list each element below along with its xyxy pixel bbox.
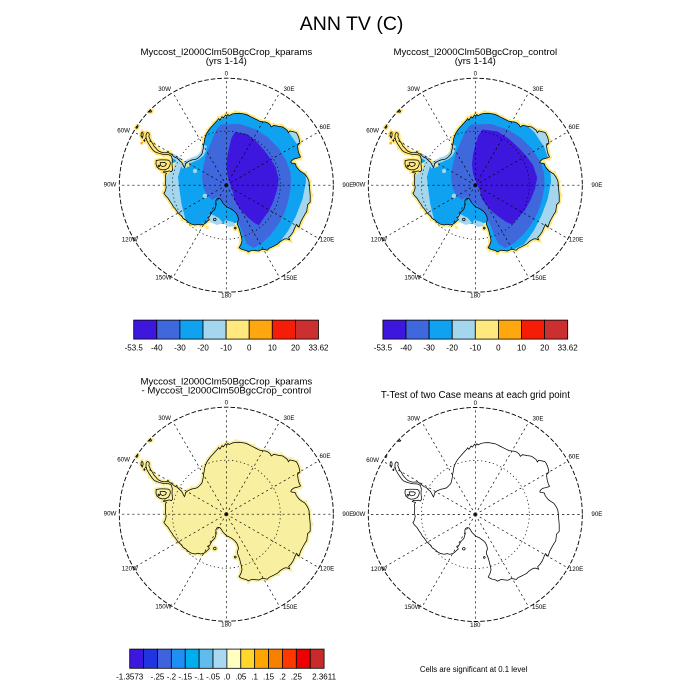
svg-text:120E: 120E <box>320 237 334 244</box>
svg-text:180: 180 <box>221 293 232 300</box>
svg-text:-40: -40 <box>400 343 412 352</box>
svg-text:33.62: 33.62 <box>558 343 579 352</box>
svg-text:180: 180 <box>221 622 232 629</box>
svg-text:30W: 30W <box>158 86 171 93</box>
svg-text:30E: 30E <box>532 86 543 93</box>
svg-text:60E: 60E <box>568 124 579 131</box>
svg-text:30E: 30E <box>283 86 294 93</box>
svg-text:10: 10 <box>268 343 277 352</box>
svg-text:60W: 60W <box>366 128 379 135</box>
svg-text:120W: 120W <box>122 566 138 573</box>
svg-text:90E: 90E <box>591 182 602 189</box>
svg-text:30W: 30W <box>407 415 420 422</box>
svg-text:-.1: -.1 <box>194 673 204 682</box>
svg-text:-30: -30 <box>174 343 186 352</box>
svg-text:0: 0 <box>496 343 501 352</box>
svg-text:90E: 90E <box>342 511 353 518</box>
svg-text:-10: -10 <box>220 343 232 352</box>
svg-text:-1.3573: -1.3573 <box>116 673 144 682</box>
svg-text:.2: .2 <box>279 673 286 682</box>
svg-text:10: 10 <box>517 343 526 352</box>
svg-text:180: 180 <box>470 622 481 629</box>
svg-text:T-Test of two Case means at ea: T-Test of two Case means at each grid po… <box>381 390 570 401</box>
svg-text:-20: -20 <box>446 343 458 352</box>
svg-text:60W: 60W <box>117 457 130 464</box>
svg-text:120E: 120E <box>569 566 583 573</box>
svg-text:150E: 150E <box>532 275 546 282</box>
svg-text:-40: -40 <box>151 343 163 352</box>
svg-text:60W: 60W <box>117 128 130 135</box>
svg-text:.0: .0 <box>224 673 231 682</box>
svg-text:20: 20 <box>291 343 300 352</box>
svg-text:Cells are significant at 0.1 l: Cells are significant at 0.1 level <box>420 665 528 674</box>
svg-text:120E: 120E <box>569 237 583 244</box>
svg-text:120E: 120E <box>320 566 334 573</box>
svg-text:.1: .1 <box>251 673 258 682</box>
svg-text:90W: 90W <box>104 182 117 189</box>
svg-text:-.05: -.05 <box>206 673 220 682</box>
svg-text:33.62: 33.62 <box>308 343 329 352</box>
svg-text:90W: 90W <box>353 182 366 189</box>
svg-text:-30: -30 <box>423 343 435 352</box>
svg-text:90W: 90W <box>353 511 366 518</box>
svg-text:150E: 150E <box>283 604 297 611</box>
svg-text:- Myccost_l2000Clm50BgcCrop_co: - Myccost_l2000Clm50BgcCrop_control <box>142 386 312 397</box>
svg-text:Myccost_l2000Clm50BgcCrop_cont: Myccost_l2000Clm50BgcCrop_control <box>393 47 557 58</box>
svg-text:2.3611: 2.3611 <box>312 673 336 682</box>
svg-text:60E: 60E <box>319 124 330 131</box>
svg-text:30E: 30E <box>283 415 294 422</box>
svg-text:-.2: -.2 <box>167 673 177 682</box>
svg-text:.15: .15 <box>263 673 275 682</box>
svg-text:150W: 150W <box>155 275 171 282</box>
svg-text:ANN TV (C): ANN TV (C) <box>300 13 404 35</box>
svg-text:.05: .05 <box>235 673 247 682</box>
svg-text:20: 20 <box>540 343 549 352</box>
svg-text:30W: 30W <box>158 415 171 422</box>
svg-text:150W: 150W <box>404 604 420 611</box>
svg-text:120W: 120W <box>371 566 387 573</box>
svg-text:150E: 150E <box>532 604 546 611</box>
svg-text:120W: 120W <box>122 237 138 244</box>
svg-text:0: 0 <box>247 343 252 352</box>
svg-text:-53.5: -53.5 <box>125 343 144 352</box>
svg-text:-.15: -.15 <box>178 673 192 682</box>
svg-text:30E: 30E <box>532 415 543 422</box>
svg-text:180: 180 <box>470 293 481 300</box>
svg-text:0: 0 <box>225 400 229 407</box>
svg-text:60E: 60E <box>568 454 579 461</box>
svg-text:0: 0 <box>474 400 478 407</box>
svg-text:60W: 60W <box>366 457 379 464</box>
svg-text:120W: 120W <box>371 237 387 244</box>
svg-text:(yrs 1-14): (yrs 1-14) <box>206 56 247 67</box>
svg-text:60E: 60E <box>319 453 330 460</box>
svg-text:-10: -10 <box>470 343 482 352</box>
svg-text:150W: 150W <box>155 604 171 611</box>
svg-text:-53.5: -53.5 <box>374 343 393 352</box>
svg-text:90W: 90W <box>104 511 117 518</box>
svg-text:.25: .25 <box>291 673 303 682</box>
svg-text:0: 0 <box>474 71 478 78</box>
svg-text:Myccost_l2000Clm50BgcCrop_kpar: Myccost_l2000Clm50BgcCrop_kparams <box>140 377 312 388</box>
svg-text:90E: 90E <box>591 511 602 518</box>
svg-text:(yrs 1-14): (yrs 1-14) <box>455 56 496 67</box>
svg-text:90E: 90E <box>342 182 353 189</box>
svg-text:-20: -20 <box>197 343 209 352</box>
svg-text:0: 0 <box>225 71 229 78</box>
svg-text:Myccost_l2000Clm50BgcCrop_kpar: Myccost_l2000Clm50BgcCrop_kparams <box>140 47 312 58</box>
svg-text:30W: 30W <box>407 86 420 93</box>
svg-text:-.25: -.25 <box>151 673 165 682</box>
svg-text:150W: 150W <box>404 275 420 282</box>
svg-text:150E: 150E <box>283 275 297 282</box>
